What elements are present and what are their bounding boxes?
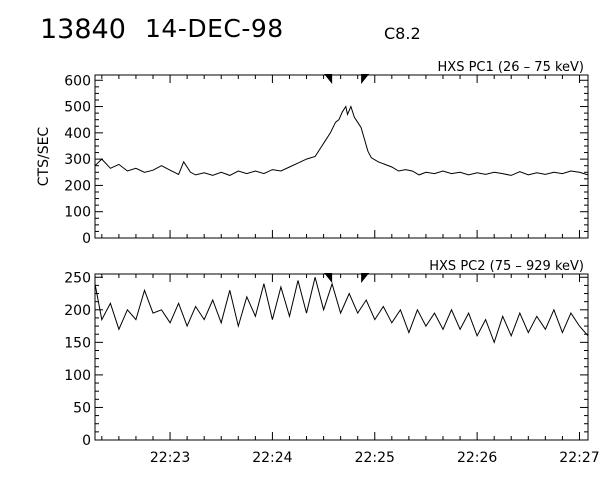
flare-marker [324,273,333,283]
series-line [94,105,589,176]
panel-2: 0 50 100 150 200 250 22:23 22:24 22:25 22:26 22:27… [64,259,599,466]
flare-marker [361,74,370,84]
x-tick-label: 22:24 [252,450,292,466]
y-tick-label: 50 [73,400,91,416]
flare-marker [361,273,370,283]
event-id: 13840 [40,14,126,45]
x-tick-label: 22:27 [559,450,599,466]
y-tick-label: 100 [64,205,91,221]
y-tick-label: 400 [64,126,91,142]
plot-frame [94,74,589,239]
y-tick-label: 250 [64,270,91,286]
y-tick-label: 300 [64,152,91,168]
y-tick-label: 0 [82,433,91,449]
y-tick-label: 500 [64,100,91,116]
flare-class: C8.2 [384,24,421,43]
x-tick-label: 22:25 [355,450,395,466]
y-tick-label: 0 [82,231,91,247]
x-tick-label: 22:26 [457,450,497,466]
y-tick-label: 200 [64,178,91,194]
flare-marker [324,74,333,84]
y-tick-label: 600 [64,73,91,89]
plot-frame [94,273,589,441]
x-tick-label: 22:23 [150,450,190,466]
series-line [94,277,589,344]
y-tick-label: 100 [64,368,91,384]
y-tick-label: 150 [64,335,91,351]
event-date: 14-DEC-98 [145,14,284,43]
panel-1: 0 100 200 300 400 500 600 HXS PC1 (26 – 75 keV)… [36,60,589,247]
y-tick-label: 200 [64,303,91,319]
panel-title: HXS PC1 (26 – 75 keV) [438,60,584,75]
y-axis-label: CTS/SEC [36,127,52,187]
panel-title: HXS PC2 (75 – 929 keV) [429,259,584,274]
